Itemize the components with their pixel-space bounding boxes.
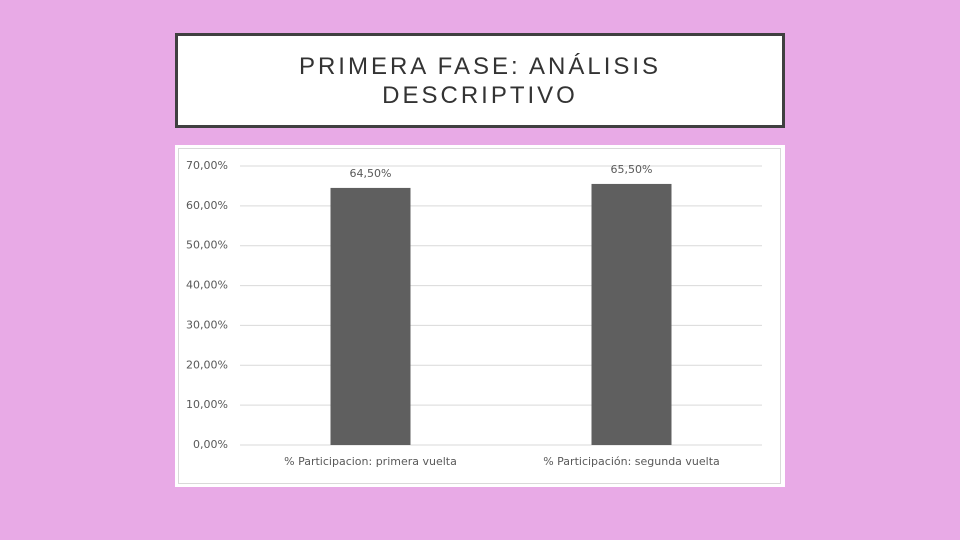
data-label: 65,50% (611, 163, 653, 176)
chart-panel (175, 145, 785, 487)
chart-border (178, 148, 781, 484)
y-tick-label: 60,00% (186, 199, 228, 212)
bar (591, 183, 672, 445)
bar (330, 187, 411, 445)
y-tick-label: 0,00% (193, 438, 228, 451)
data-label: 64,50% (350, 167, 392, 180)
y-tick-label: 10,00% (186, 398, 228, 411)
y-tick-label: 30,00% (186, 318, 228, 331)
y-tick-label: 40,00% (186, 279, 228, 292)
y-tick-label: 50,00% (186, 239, 228, 252)
y-tick-label: 20,00% (186, 358, 228, 371)
y-tick-label: 70,00% (186, 159, 228, 172)
title-box: PRIMERA FASE: ANÁLISIS DESCRIPTIVO (175, 33, 785, 128)
x-tick-label: % Participacion: primera vuelta (284, 455, 457, 468)
slide-title: PRIMERA FASE: ANÁLISIS DESCRIPTIVO (298, 52, 662, 109)
x-tick-label: % Participación: segunda vuelta (543, 455, 720, 468)
